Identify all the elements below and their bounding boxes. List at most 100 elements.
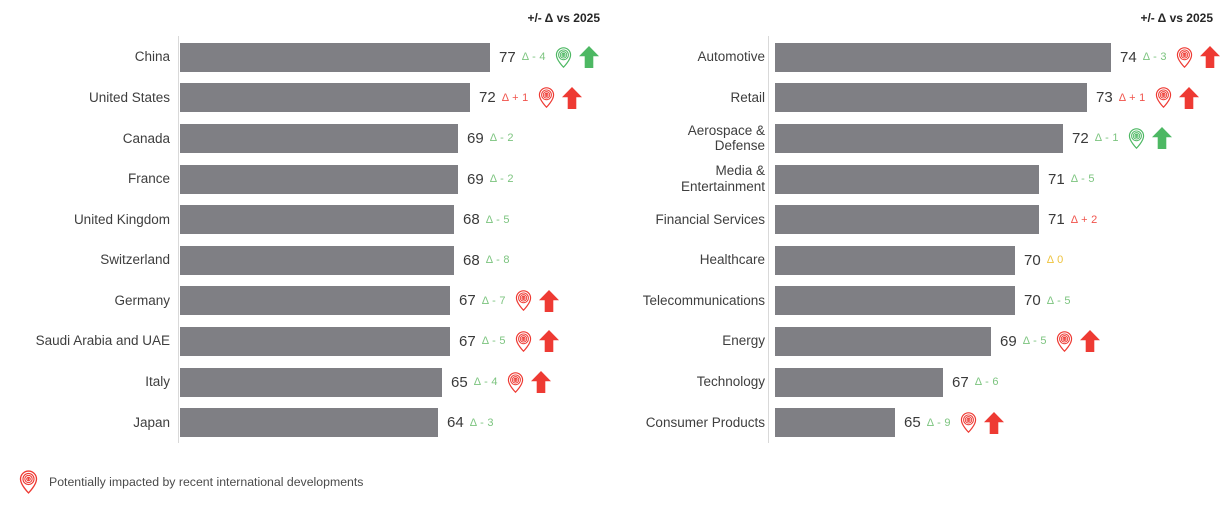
delta-vs-2025-header-right: +/- Δ vs 2025 [1140, 11, 1213, 25]
delta-vs-2025-value: Δ - 3 [469, 416, 494, 429]
score-value: 67 [952, 373, 969, 391]
bar-area: 65 Δ - 4 [180, 367, 551, 397]
bar-area: 65 Δ - 9 [775, 408, 1004, 438]
country-row: China 77 Δ - 4 [0, 37, 616, 78]
impact-pin-icon [538, 87, 555, 109]
impact-pin-icon [1056, 331, 1073, 352]
delta-vs-2025-value: Δ - 4 [521, 51, 546, 64]
delta-vs-2025-value: Δ - 9 [926, 416, 951, 429]
score-value: 70 [1024, 251, 1041, 269]
industry-row: Automotive 74 Δ - 3 [598, 37, 1232, 78]
industry-label: Retail [730, 89, 765, 105]
trend-up-arrow-icon [578, 46, 599, 69]
industry-row: Energy 69 Δ - 5 [598, 321, 1232, 362]
impact-pin-icon [960, 412, 977, 434]
score-value: 70 [1024, 292, 1041, 310]
bar-area: 77 Δ - 4 [180, 42, 599, 72]
score-bar [180, 83, 470, 113]
score-bar [180, 245, 454, 275]
country-label: Italy [145, 374, 170, 390]
country-label: France [127, 171, 170, 187]
delta-vs-2025-header-left: +/- Δ vs 2025 [527, 11, 600, 25]
score-value: 72 [479, 89, 496, 107]
industry-label: Technology [696, 374, 765, 390]
country-label: Saudi Arabia and UAE [35, 333, 170, 349]
trend-up-arrow-icon [538, 289, 559, 312]
score-value: 69 [467, 129, 484, 147]
trend-up-arrow-icon [538, 330, 559, 353]
score-value: 67 [459, 292, 476, 310]
industry-row: Consumer Products 65 Δ - 9 [598, 402, 1232, 443]
bar-area: 68 Δ - 8 [180, 245, 510, 275]
score-bar [775, 245, 1015, 275]
delta-vs-2025-value: Δ 0 [1046, 254, 1064, 267]
score-bar [180, 408, 438, 438]
delta-vs-2025-value: Δ - 7 [481, 294, 506, 307]
industry-row: Financial Services 71 Δ + 2 [598, 199, 1232, 240]
country-label: Switzerland [100, 252, 170, 268]
delta-vs-2025-value: Δ - 5 [1070, 173, 1095, 186]
score-value: 64 [447, 414, 464, 432]
bar-area: 67 Δ - 6 [775, 367, 999, 397]
country-row: United Kingdom 68 Δ - 5 [0, 199, 616, 240]
score-value: 71 [1048, 170, 1065, 188]
country-row: France 69 Δ - 2 [0, 159, 616, 200]
country-label: United Kingdom [73, 211, 170, 227]
industry-row: Healthcare 70 Δ 0 [598, 240, 1232, 281]
country-row: Japan 64 Δ - 3 [0, 402, 616, 443]
impact-pin-icon [1128, 128, 1145, 149]
country-row: Canada 69 Δ - 2 [0, 118, 616, 159]
delta-vs-2025-value: Δ - 3 [1142, 51, 1167, 64]
bar-area: 73 Δ + 1 [775, 83, 1199, 113]
delta-vs-2025-value: Δ - 6 [974, 376, 999, 389]
industry-row: Retail 73 Δ + 1 [598, 78, 1232, 119]
score-bar [180, 326, 450, 356]
country-label: Japan [133, 414, 170, 430]
score-bar [775, 42, 1111, 72]
score-bar [775, 326, 991, 356]
trend-up-arrow-icon [1199, 46, 1220, 69]
bar-area: 69 Δ - 5 [775, 326, 1100, 356]
industry-label: Energy [722, 333, 765, 349]
country-label: United States [88, 89, 170, 105]
industry-row: Technology 67 Δ - 6 [598, 362, 1232, 403]
delta-vs-2025-value: Δ - 2 [489, 132, 514, 145]
delta-vs-2025-value: Δ + 1 [1118, 91, 1146, 104]
bar-area: 71 Δ + 2 [775, 205, 1098, 235]
industry-label: Automotive [697, 49, 765, 65]
bar-area: 68 Δ - 5 [180, 205, 510, 235]
score-value: 68 [463, 251, 480, 269]
industry-row: Aerospace & Defense 72 Δ - 1 [598, 118, 1232, 159]
industry-label: Aerospace & Defense [687, 122, 765, 154]
impact-pin-icon [555, 47, 572, 68]
score-bar [180, 123, 458, 153]
trend-up-arrow-icon [530, 371, 551, 394]
industry-label: Financial Services [655, 211, 765, 227]
score-bar [775, 205, 1039, 235]
country-label: Germany [114, 292, 170, 308]
score-bar [775, 408, 895, 438]
impact-pin-icon [19, 470, 38, 494]
score-bar [180, 286, 450, 316]
delta-vs-2025-value: Δ - 8 [485, 254, 510, 267]
score-value: 71 [1048, 211, 1065, 229]
trend-up-arrow-icon [1178, 86, 1199, 109]
delta-vs-2025-value: Δ - 1 [1094, 132, 1119, 145]
score-value: 77 [499, 48, 516, 66]
delta-vs-2025-value: Δ + 1 [501, 91, 529, 104]
delta-vs-2025-value: Δ - 5 [485, 213, 510, 226]
delta-vs-2025-value: Δ - 2 [489, 173, 514, 186]
bar-area: 74 Δ - 3 [775, 42, 1220, 72]
impact-pin-icon [515, 290, 532, 312]
axis-line-left [178, 36, 179, 443]
bar-area: 67 Δ - 7 [180, 286, 559, 316]
trend-up-arrow-icon [1079, 330, 1100, 353]
bar-area: 64 Δ - 3 [180, 408, 494, 438]
industry-row: Media & Entertainment 71 Δ - 5 [598, 159, 1232, 200]
delta-vs-2025-value: Δ - 5 [481, 335, 506, 348]
country-row: Italy 65 Δ - 4 [0, 362, 616, 403]
score-value: 69 [1000, 332, 1017, 350]
score-value: 67 [459, 332, 476, 350]
delta-vs-2025-value: Δ - 4 [473, 376, 498, 389]
